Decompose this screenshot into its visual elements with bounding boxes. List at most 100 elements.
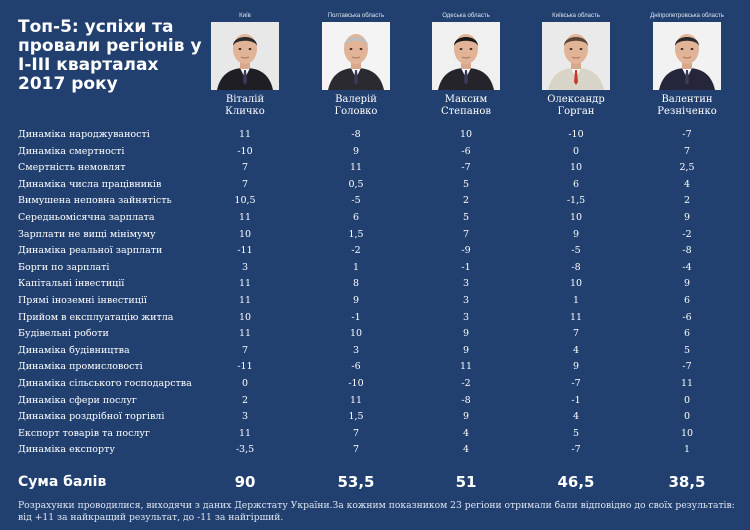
first-name: Максим: [444, 94, 488, 105]
row-label: Вимушена неповна зайнятість: [18, 195, 172, 207]
first-name: Валерій: [335, 94, 377, 105]
score-cell: -7: [571, 444, 581, 456]
row-label: Експорт товарів та послуг: [18, 427, 150, 439]
row-label: Динаміка сфери послуг: [18, 394, 137, 406]
governor-column: Київ Віталій Кличко: [200, 6, 290, 118]
region-label: Київська область: [552, 13, 600, 19]
score-cell: 10: [238, 311, 252, 323]
score-cell: 6: [683, 295, 691, 306]
score-cell: 10: [238, 228, 252, 240]
score-cell: 0: [683, 411, 691, 423]
row-label: Зарплати не вищі мінімуму: [18, 228, 156, 240]
score-cell: 7: [462, 228, 470, 240]
score-cell: 3: [241, 411, 249, 423]
score-cell: 0: [241, 378, 249, 389]
score-cell: 9: [462, 411, 470, 423]
row-label: Середньомісячна зарплата: [18, 212, 155, 223]
first-name: Олександр: [547, 94, 605, 105]
score-cell: -7: [682, 361, 692, 373]
region-label: Дніпропетровська область: [650, 13, 724, 19]
score-cell: 9: [572, 228, 580, 240]
score-cell: -10: [568, 129, 584, 140]
score-cell: 6: [352, 212, 360, 223]
total-label: Сума балів: [18, 474, 107, 490]
score-cell: 10: [569, 278, 583, 290]
score-cell: -11: [237, 361, 253, 373]
score-cell: 11: [459, 361, 473, 373]
score-cell: 4: [572, 411, 580, 423]
score-cell: 9: [352, 295, 360, 306]
score-cell: -5: [571, 245, 581, 257]
score-cell: -6: [461, 145, 471, 157]
last-name: Кличко: [225, 106, 265, 117]
total-score: 51: [455, 473, 477, 491]
score-cell: 1: [572, 295, 580, 306]
score-cell: -9: [461, 245, 471, 257]
total-score: 90: [234, 473, 256, 491]
row-label: Динаміка експорту: [18, 444, 115, 456]
governor-column: Дніпропетровська область Валентин Резніче…: [642, 6, 732, 118]
score-cell: 9: [462, 328, 470, 340]
score-cell: -2: [351, 245, 361, 257]
governor-column: Полтавська область Валерій Головко: [311, 6, 401, 118]
score-cell: 4: [462, 427, 470, 439]
portrait-photo: [653, 22, 721, 90]
governor-name: Валерій Головко: [311, 94, 401, 118]
governor-name: Віталій Кличко: [200, 94, 290, 118]
score-cell: -8: [682, 245, 692, 257]
score-cell: -2: [682, 228, 692, 240]
score-cell: 7: [352, 444, 360, 456]
row-label: Будівельні роботи: [18, 328, 109, 340]
score-cell: 3: [462, 278, 470, 290]
portrait-photo: [322, 22, 390, 90]
score-cell: 10: [349, 328, 363, 340]
governor-name: Валентин Резніченко: [642, 94, 732, 118]
score-cell: -2: [461, 378, 471, 389]
score-cell: -1: [571, 394, 581, 406]
row-label: Динаміка роздрібної торгівлі: [18, 411, 165, 423]
row-label: Динаміка будівництва: [18, 344, 130, 356]
score-cell: 5: [572, 427, 580, 439]
score-cell: 0: [572, 145, 580, 157]
row-label: Прямі іноземні інвестиції: [18, 295, 147, 306]
score-cell: -1: [461, 261, 471, 273]
portrait-photo: [542, 22, 610, 90]
score-cell: 7: [241, 178, 249, 190]
score-cell: 3: [462, 295, 470, 306]
score-cell: 0,5: [348, 178, 364, 190]
score-cell: 11: [680, 378, 694, 389]
score-cell: 11: [238, 278, 252, 290]
score-cell: 1,5: [348, 411, 364, 423]
score-cell: -1: [351, 311, 361, 323]
score-cell: 9: [462, 344, 470, 356]
total-score: 53,5: [337, 473, 375, 491]
score-cell: -7: [461, 162, 471, 174]
score-cell: -10: [237, 145, 253, 157]
score-cell: -8: [571, 261, 581, 273]
score-cell: 9: [352, 145, 360, 157]
score-cell: -8: [351, 129, 361, 140]
governor-name: Максим Степанов: [421, 94, 511, 118]
score-cell: 3: [241, 261, 249, 273]
score-cell: -1,5: [566, 195, 586, 207]
score-cell: 8: [352, 278, 360, 290]
score-cell: -7: [682, 129, 692, 140]
score-cell: 4: [683, 178, 691, 190]
score-cell: 10: [569, 162, 583, 174]
row-label: Динаміка сільського господарства: [18, 378, 192, 389]
score-cell: 10: [459, 129, 473, 140]
score-cell: 2: [683, 195, 691, 207]
row-label: Капітальні інвестиції: [18, 278, 125, 290]
score-cell: 7: [241, 344, 249, 356]
score-cell: -4: [682, 261, 692, 273]
total-score: 38,5: [668, 473, 706, 491]
last-name: Головко: [334, 106, 378, 117]
score-cell: 11: [349, 162, 363, 174]
governor-name: Олександр Горган: [531, 94, 621, 118]
region-label: Київ: [239, 13, 251, 19]
total-score: 46,5: [557, 473, 595, 491]
score-cell: 1: [352, 261, 360, 273]
score-cell: 9: [683, 212, 691, 223]
score-cell: 1: [683, 444, 691, 456]
score-cell: -11: [237, 245, 253, 257]
